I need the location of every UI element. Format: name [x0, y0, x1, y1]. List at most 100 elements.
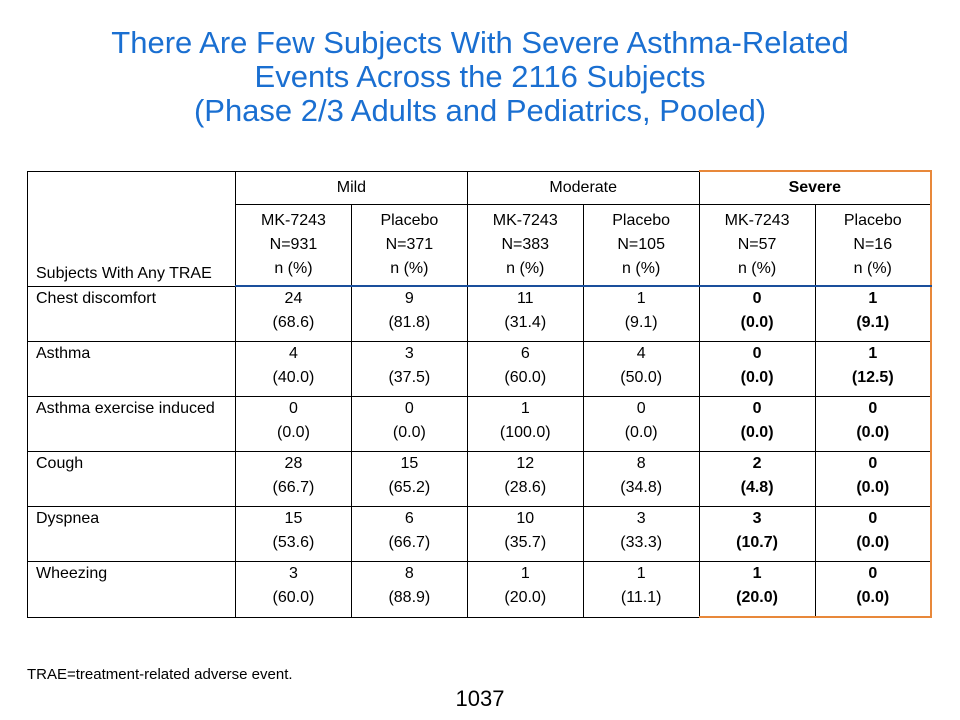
table-cell: 10 (35.7) — [466, 506, 584, 562]
cell-count: 1 — [520, 565, 530, 582]
cell-percent: (4.8) — [740, 479, 774, 496]
arm-header-row: MK-7243 N=931 n (%) Placebo N=371 n (%) MK-724… — [28, 204, 932, 287]
cell-percent: (31.4) — [504, 314, 547, 331]
cell-count: 8 — [636, 455, 646, 472]
arm-header-line2: N=105 — [617, 236, 665, 253]
table-cell: 0 (0.0) — [698, 396, 816, 452]
arm-header-2: MK-7243 N=383 n (%) — [466, 204, 584, 287]
row-label: Cough — [27, 451, 236, 507]
cell-percent: (35.7) — [504, 534, 547, 551]
cell-count: 1 — [868, 345, 878, 362]
cell-percent: (60.0) — [272, 589, 315, 606]
table-cell: 0 (0.0) — [814, 561, 932, 618]
cell-count: 10 — [516, 510, 535, 527]
cell-count: 15 — [400, 455, 419, 472]
arm-header-line1: MK-7243 — [260, 212, 326, 229]
table-row: Wheezing 3 (60.0) 8 (88.9) 1 (20.0) 1 (11.1) 1 (20… — [27, 561, 932, 618]
table-cell: 15 (65.2) — [350, 451, 468, 507]
cell-percent: (33.3) — [620, 534, 663, 551]
table-cell: 0 (0.0) — [698, 341, 816, 397]
arm-header-line3: n (%) — [274, 260, 313, 277]
cell-count: 0 — [752, 345, 762, 362]
arm-header-line3: n (%) — [506, 260, 545, 277]
arm-header-line2: N=931 — [269, 236, 318, 253]
table-row: Asthma 4 (40.0) 3 (37.5) 6 (60.0) 4 (50.0) 0 (0.0)… — [27, 341, 932, 397]
arm-header-3: Placebo N=105 n (%) — [582, 204, 700, 287]
cell-count: 0 — [289, 400, 298, 417]
table-cell: 1 (20.0) — [466, 561, 584, 618]
row-label: Wheezing — [27, 561, 236, 618]
cell-percent: (9.1) — [624, 314, 658, 331]
cell-percent: (66.7) — [388, 534, 431, 551]
arm-header-line3: n (%) — [853, 260, 892, 277]
table-row: Dyspnea 15 (53.6) 6 (66.7) 10 (35.7) 3 (33.3) 3 (1… — [27, 506, 932, 562]
cell-percent: (12.5) — [851, 369, 894, 386]
cell-count: 0 — [636, 400, 646, 417]
table-cell: 2 (4.8) — [698, 451, 816, 507]
cell-percent: (34.8) — [620, 479, 663, 496]
cell-count: 8 — [404, 565, 414, 582]
cell-count: 15 — [284, 510, 303, 527]
group-header-severe: Severe — [698, 170, 932, 205]
group-header-row: Subjects With Any TRAE Mild Moderate Severe — [27, 170, 932, 287]
row-label: Chest discomfort — [27, 285, 236, 342]
table-cell: 3 (33.3) — [582, 506, 700, 562]
table-cell: 11 (31.4) — [466, 285, 584, 342]
cell-count: 1 — [520, 400, 530, 417]
arm-header-1: Placebo N=371 n (%) — [350, 204, 468, 287]
cell-count: 0 — [868, 565, 878, 582]
cell-percent: (20.0) — [736, 589, 778, 606]
arm-header-line1: MK-7243 — [724, 212, 790, 229]
cell-count: 4 — [289, 345, 298, 362]
cell-percent: (11.1) — [620, 589, 662, 606]
arm-header-line2: N=57 — [737, 236, 777, 253]
table-cell: 0 (0.0) — [698, 285, 816, 342]
table-cell: 1 (12.5) — [814, 341, 932, 397]
cell-count: 6 — [404, 510, 414, 527]
table-cell: 6 (60.0) — [466, 341, 584, 397]
table-cell: 1 (20.0) — [698, 561, 816, 618]
cell-percent: (88.9) — [388, 589, 431, 606]
cell-count: 4 — [636, 345, 646, 362]
row-header-cell: Subjects With Any TRAE — [27, 170, 236, 287]
table-cell: 0 (0.0) — [235, 396, 352, 452]
table-cell: 0 (0.0) — [350, 396, 468, 452]
cell-percent: (53.6) — [272, 534, 315, 551]
cell-percent: (0.0) — [856, 424, 890, 441]
cell-count: 6 — [520, 345, 530, 362]
cell-count: 11 — [516, 290, 534, 307]
title-line-3: (Phase 2/3 Adults and Pediatrics, Pooled… — [193, 93, 767, 128]
table-cell: 28 (66.7) — [235, 451, 352, 507]
arm-header-line1: Placebo — [843, 212, 902, 229]
table-row: Asthma exercise induced 0 (0.0) 0 (0.0) 1 (100… — [27, 396, 932, 452]
footnote: TRAE=treatment-related adverse event. — [27, 666, 293, 683]
cell-percent: (68.6) — [272, 314, 315, 331]
cell-count: 3 — [752, 510, 762, 527]
page-number: 1037 — [455, 686, 505, 711]
cell-percent: (50.0) — [620, 369, 663, 386]
cell-percent: (0.0) — [740, 369, 774, 386]
arm-header-line3: n (%) — [622, 260, 661, 277]
title-line-1: There Are Few Subjects With Severe Asthm… — [111, 25, 849, 60]
cell-percent: (60.0) — [504, 369, 547, 386]
table-cell: 4 (50.0) — [582, 341, 700, 397]
table-cell: 3 (60.0) — [235, 561, 352, 618]
cell-percent: (40.0) — [272, 369, 315, 386]
group-header-mild: Mild — [235, 170, 468, 205]
cell-percent: (0.0) — [740, 424, 774, 441]
arm-header-4: MK-7243 N=57 n (%) — [698, 204, 816, 287]
table-row: Chest discomfort 24 (68.6) 9 (81.8) 11 (31.4) 1… — [27, 285, 932, 342]
cell-percent: (9.1) — [856, 314, 890, 331]
table-row: Cough 28 (66.7) 15 (65.2) 12 (28.6) 8 (34.8) 2 (4.… — [27, 451, 932, 507]
table-cell: 24 (68.6) — [235, 285, 352, 342]
arm-header-line1: MK-7243 — [492, 212, 558, 229]
row-label: Dyspnea — [27, 506, 236, 562]
row-label: Asthma exercise induced — [27, 396, 236, 452]
table-cell: 8 (88.9) — [350, 561, 468, 618]
cell-percent: (0.0) — [856, 534, 890, 551]
arm-header-line2: N=16 — [853, 236, 893, 253]
cell-percent: (81.8) — [388, 314, 431, 331]
cell-count: 0 — [868, 455, 878, 472]
arm-header-line2: N=383 — [501, 236, 550, 253]
arm-header-5: Placebo N=16 n (%) — [814, 204, 932, 287]
